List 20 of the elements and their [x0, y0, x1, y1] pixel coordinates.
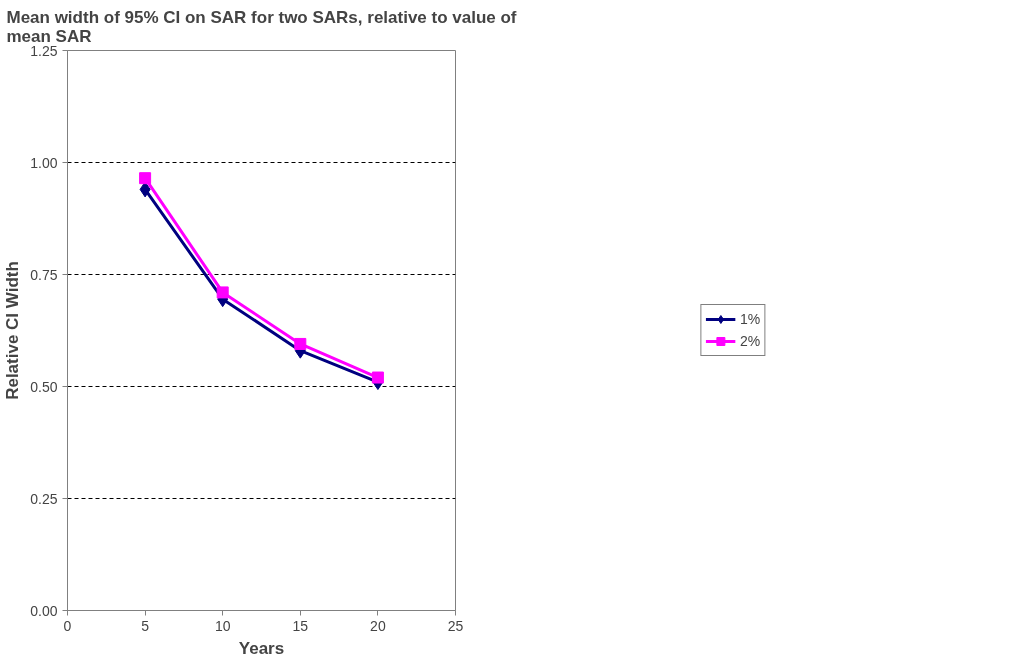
x-tick-label: 10 [214, 617, 231, 634]
y-tick-label: 0.50 [30, 378, 58, 395]
x-tick-label: 5 [141, 617, 150, 634]
x-tick-label: 25 [447, 617, 464, 634]
x-axis-title: Years [238, 638, 285, 658]
legend-label: 2% [739, 333, 761, 349]
point [139, 172, 152, 185]
y-tick-label: 0.25 [30, 490, 58, 507]
point [294, 337, 307, 350]
point [371, 371, 384, 384]
x-tick-label: 15 [292, 617, 309, 634]
x-tick-label: 0 [63, 617, 72, 634]
y-tick-label: 0.00 [30, 602, 58, 619]
legend-label: 1% [739, 311, 761, 327]
y-tick-label: 0.75 [30, 266, 58, 283]
point [216, 286, 229, 299]
point [139, 181, 151, 198]
y-tick-label: 1.00 [30, 154, 58, 171]
y-axis-title: Relative CI Width [3, 261, 23, 400]
x-tick-label: 20 [370, 617, 386, 634]
